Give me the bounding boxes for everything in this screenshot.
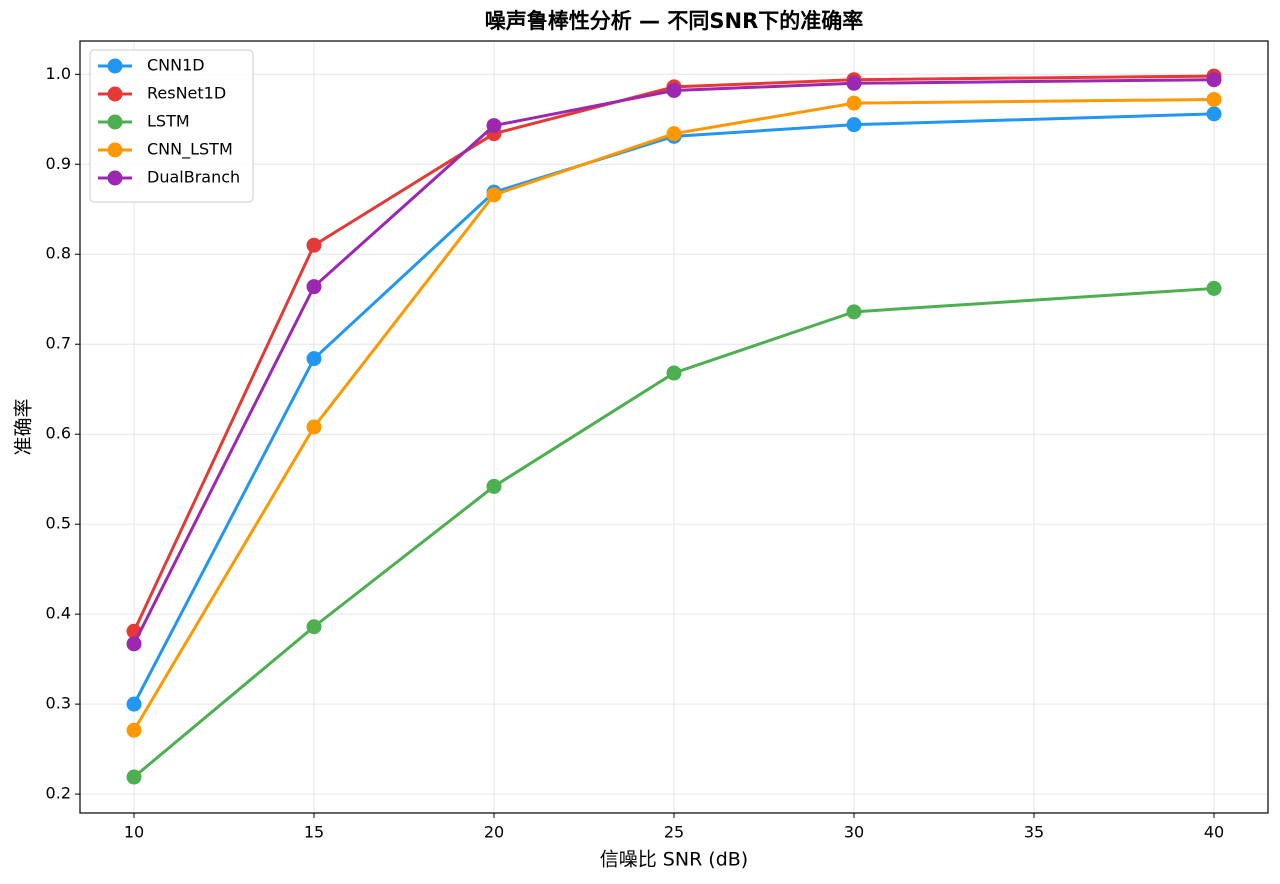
series-line xyxy=(132,74,1215,632)
legend-label: ResNet1D xyxy=(147,84,226,103)
data-point xyxy=(306,351,322,367)
data-point xyxy=(666,126,682,142)
legend-marker xyxy=(107,58,123,74)
data-point xyxy=(666,365,682,381)
grid xyxy=(80,41,1268,813)
x-tick-label: 20 xyxy=(484,823,504,842)
data-point xyxy=(126,722,142,738)
plot-frame xyxy=(79,40,1269,814)
legend-label: DualBranch xyxy=(147,168,240,187)
data-point xyxy=(126,769,142,785)
data-point xyxy=(306,619,322,635)
data-point xyxy=(126,636,142,652)
x-axis-label: 信噪比 SNR (dB) xyxy=(600,849,748,871)
x-tick-label: 35 xyxy=(1024,823,1044,842)
data-point xyxy=(846,95,862,111)
legend-marker xyxy=(107,114,123,130)
x-tick-label: 30 xyxy=(844,823,864,842)
series-line xyxy=(133,286,1215,779)
data-point xyxy=(306,237,322,253)
y-tick-label: 1.0 xyxy=(46,64,71,83)
data-point xyxy=(1206,106,1222,122)
y-tick-label: 0.7 xyxy=(46,334,71,353)
data-point xyxy=(306,419,322,435)
y-tick-label: 0.9 xyxy=(46,154,71,173)
chart-title: 噪声鲁棒性分析 — 不同SNR下的准确率 xyxy=(485,9,864,33)
legend-label: CNN1D xyxy=(147,56,205,75)
data-point xyxy=(1206,72,1222,88)
data-point xyxy=(486,118,502,134)
legend-label: LSTM xyxy=(147,112,190,131)
x-tick-label: 10 xyxy=(124,823,144,842)
data-point xyxy=(666,82,682,98)
x-tick-label: 40 xyxy=(1204,823,1224,842)
y-tick-label: 0.4 xyxy=(46,604,71,623)
data-point xyxy=(126,696,142,712)
y-tick-label: 0.8 xyxy=(46,244,71,263)
x-tick-label: 25 xyxy=(664,823,684,842)
data-point xyxy=(1206,91,1222,107)
y-tick-label: 0.6 xyxy=(46,424,71,443)
data-point xyxy=(846,304,862,320)
y-tick-label: 0.5 xyxy=(46,514,71,533)
legend-marker xyxy=(107,142,123,158)
legend-label: CNN_LSTM xyxy=(147,140,233,160)
legend-box xyxy=(89,49,254,203)
data-point xyxy=(846,75,862,91)
series-line xyxy=(132,78,1215,645)
legend-marker xyxy=(107,170,123,186)
data-point xyxy=(1206,280,1222,296)
data-point xyxy=(486,187,502,203)
x-tick-label: 15 xyxy=(304,823,324,842)
data-point xyxy=(306,279,322,295)
legend-marker xyxy=(107,86,123,102)
y-tick-label: 0.3 xyxy=(46,694,71,713)
y-axis-label: 准确率 xyxy=(13,398,35,455)
series-line xyxy=(132,97,1215,731)
data-point xyxy=(846,117,862,133)
y-tick-label: 0.2 xyxy=(46,784,71,803)
data-point xyxy=(486,478,502,494)
